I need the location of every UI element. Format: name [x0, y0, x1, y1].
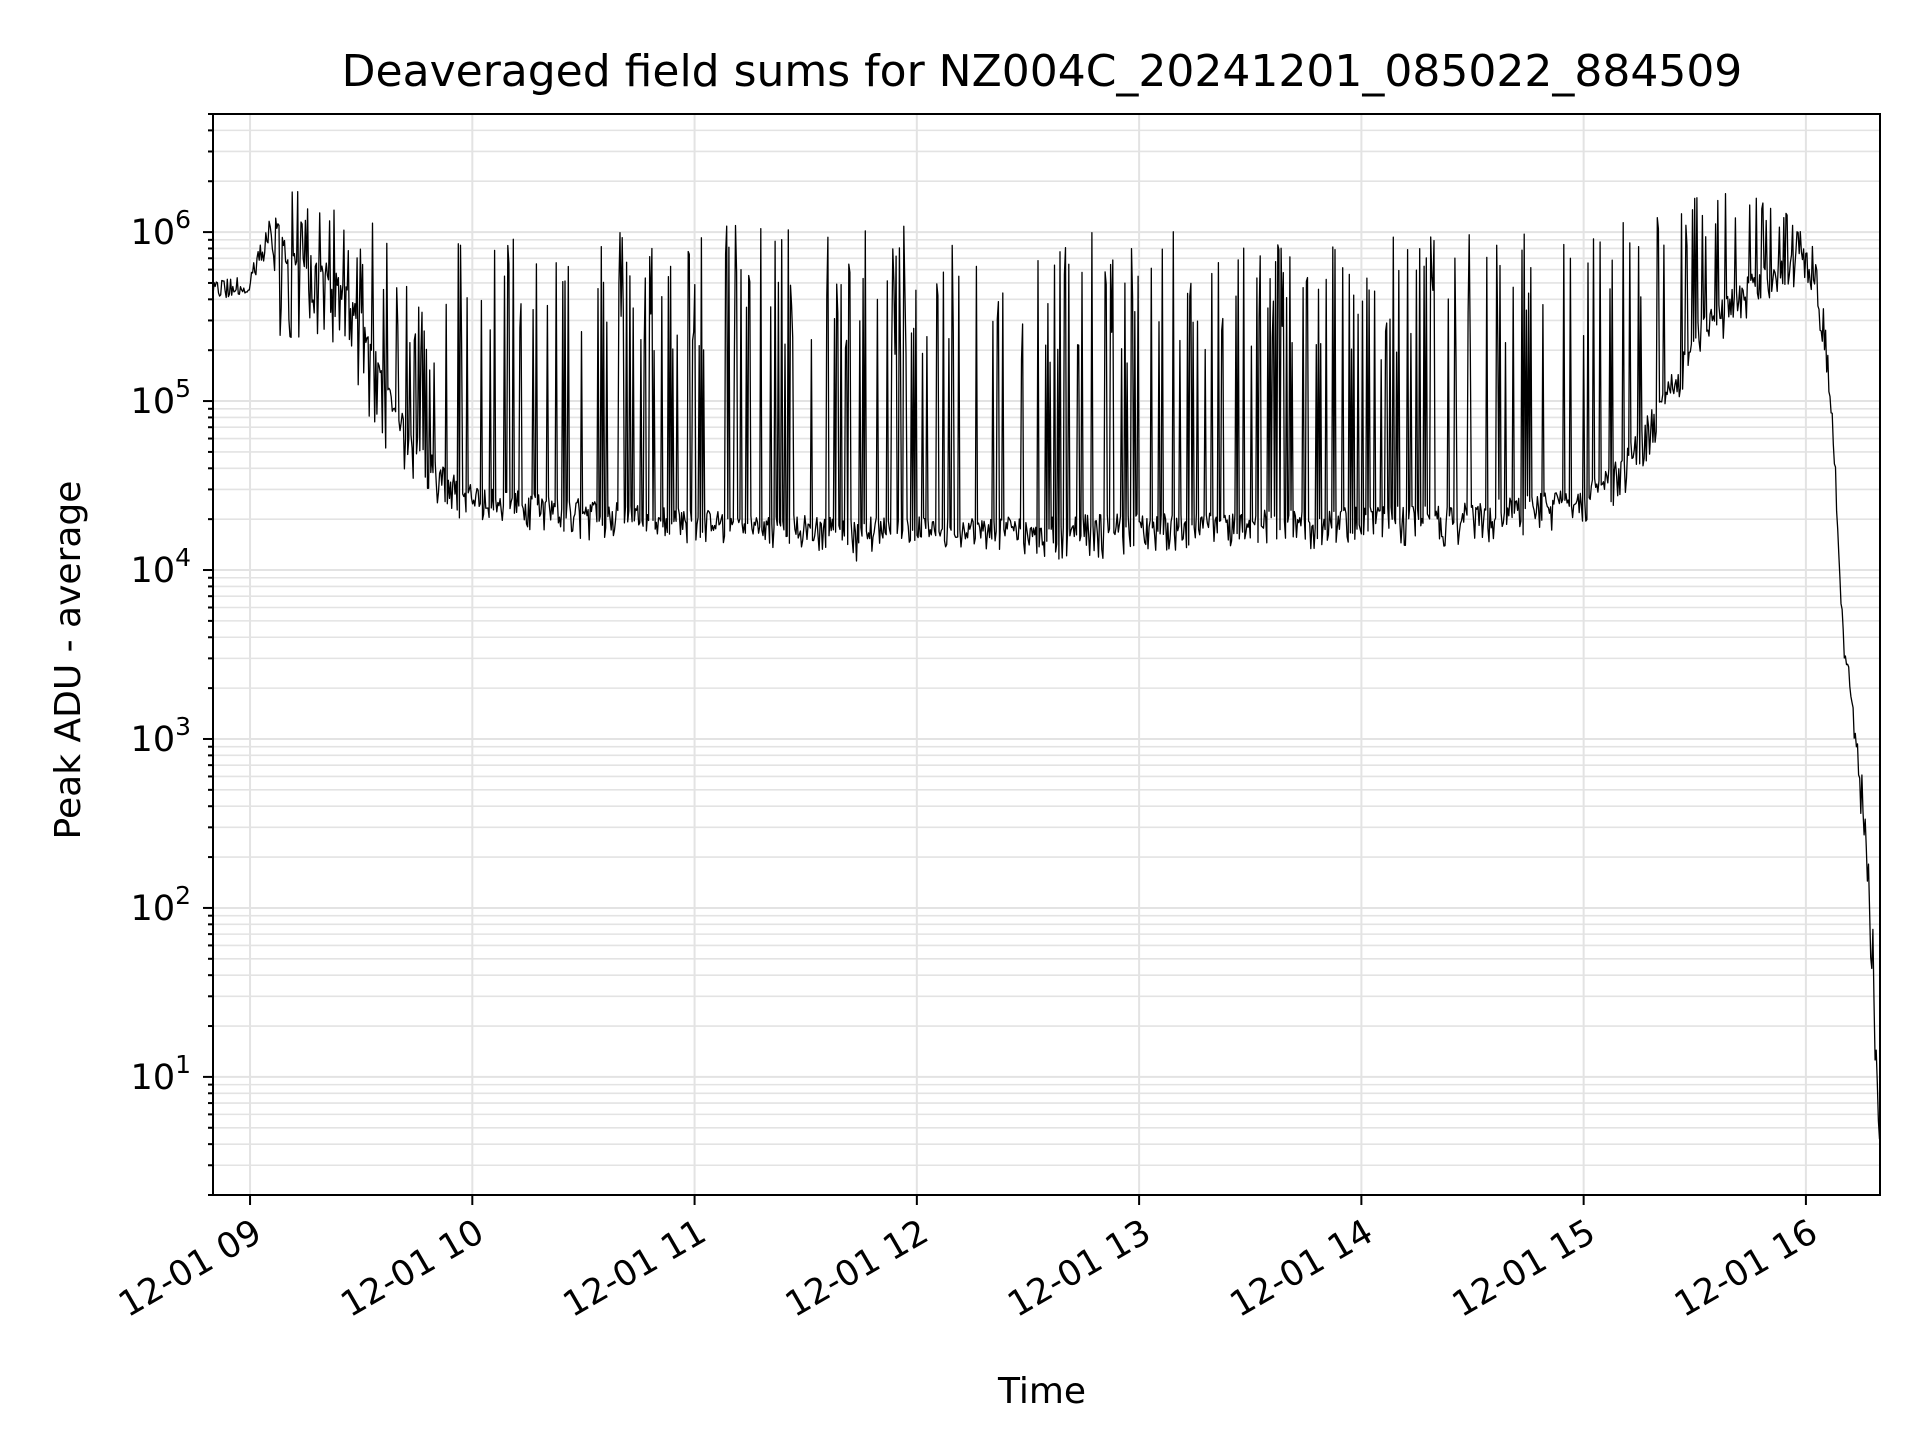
y-tick-labels: 101 102 103 104 105 106: [131, 205, 191, 1098]
y-tick-label: 105: [131, 374, 191, 422]
series-group: [213, 191, 1880, 1140]
y-tick-label: 104: [131, 543, 191, 591]
chart-title: Deaveraged field sums for NZ004C_2024120…: [342, 46, 1743, 97]
series-line: [213, 191, 1880, 1140]
axis-ticks: [203, 113, 1807, 1205]
y-tick-label: 103: [131, 712, 191, 760]
plot-frame: [212, 113, 1881, 1196]
y-tick-label: 102: [131, 881, 191, 929]
y-tick-label: 106: [131, 205, 191, 253]
y-tick-label: 101: [131, 1050, 191, 1098]
x-axis-label: Time: [997, 1371, 1086, 1412]
y-axis-label: Peak ADU - average: [48, 481, 89, 840]
